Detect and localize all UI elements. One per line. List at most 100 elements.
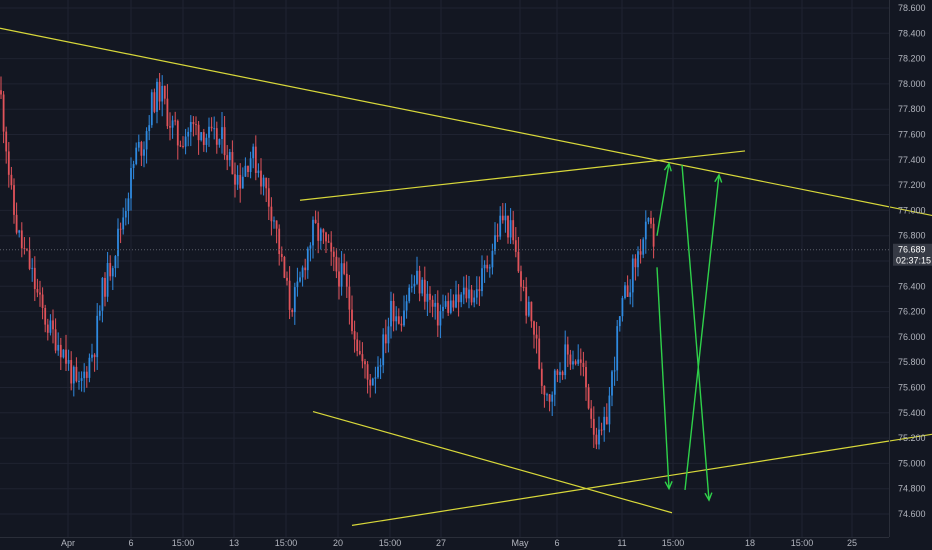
candle-body [525, 287, 528, 316]
candle [54, 318, 57, 354]
candle-body [296, 281, 299, 288]
candle-body [163, 85, 166, 99]
time-tick-label: 6 [554, 538, 559, 548]
candle-body [293, 287, 296, 313]
candle [470, 284, 473, 306]
candle [122, 207, 125, 235]
candle-body [67, 360, 70, 364]
candle [189, 115, 192, 147]
candle-body [592, 418, 595, 435]
candle [265, 177, 268, 202]
price-tick-label: 75.400 [898, 408, 926, 418]
candle-body [530, 301, 533, 322]
candle [228, 148, 231, 167]
candle [642, 237, 645, 259]
candle [384, 319, 387, 354]
candle-body [257, 170, 260, 173]
candle [52, 309, 54, 344]
candle [293, 282, 296, 325]
candle [249, 151, 252, 179]
arrowhead-icon [704, 492, 713, 502]
candle-body [80, 378, 83, 381]
candle [182, 136, 184, 149]
time-tick-label: May [511, 538, 529, 548]
candle-body [195, 124, 197, 126]
candle-body [117, 228, 119, 257]
candle [416, 256, 418, 286]
candle-body [514, 240, 517, 252]
candle [397, 308, 400, 325]
candle-body [314, 219, 317, 224]
price-tick-label: 74.600 [898, 509, 926, 519]
candle [540, 362, 543, 395]
price-tick-label: 75.200 [898, 433, 926, 443]
candle-body [522, 286, 525, 288]
candle-body [540, 368, 543, 386]
candle-body [130, 168, 132, 199]
candle-body [447, 301, 450, 313]
arrowhead-icon [663, 162, 672, 172]
candle-body [182, 145, 184, 147]
candle-body [153, 92, 156, 112]
candle [608, 387, 611, 433]
candle-body [533, 321, 535, 335]
candle-body [218, 139, 221, 145]
candle-body [213, 128, 216, 130]
time-axis[interactable]: Apr 6 15:00 13 15:00 20 15:00 27 May 6 11 15:00 18 15… [61, 538, 857, 548]
candle-body [205, 137, 208, 145]
price-tick-label: 78.200 [898, 54, 926, 64]
candle-body [299, 277, 301, 282]
candle [332, 246, 335, 272]
candle [462, 276, 465, 305]
candle-body [187, 131, 190, 137]
candle-body [319, 229, 322, 241]
candle-body [405, 301, 408, 311]
candle [70, 351, 73, 391]
price-tick-label: 77.400 [898, 155, 926, 165]
candle-body [501, 215, 504, 221]
candle [377, 356, 379, 379]
candle-body [98, 310, 101, 316]
candle-body [652, 223, 655, 247]
projection-arrow-up-1 [656, 162, 672, 236]
candle [223, 116, 226, 160]
candle-body [208, 126, 210, 138]
candle [20, 222, 23, 258]
candle-body [33, 267, 36, 290]
candle-body [174, 120, 177, 122]
candle-body [286, 277, 288, 281]
candle-body [288, 280, 291, 310]
candle-body [616, 326, 619, 371]
candle [444, 295, 447, 309]
candle-body [603, 416, 606, 431]
candle [585, 360, 587, 401]
candle [504, 203, 507, 233]
candle [148, 115, 151, 141]
candle [124, 198, 127, 226]
candle [104, 272, 106, 307]
candle-body [483, 264, 486, 269]
candle-body [322, 229, 325, 233]
candle [119, 222, 122, 244]
candle [306, 246, 309, 279]
candle-body [85, 371, 88, 378]
candle [161, 75, 164, 117]
candle-body [650, 217, 652, 224]
candle-body [642, 239, 645, 255]
candle-body [494, 235, 496, 251]
candle [624, 282, 626, 300]
price-tick-label: 77.200 [898, 180, 926, 190]
candle-body [444, 301, 447, 307]
candle-body [44, 307, 47, 325]
candle-body [283, 256, 286, 278]
candle [184, 128, 187, 155]
candle [176, 119, 179, 160]
projection-arrow-up-2 [684, 173, 723, 491]
candle [587, 383, 590, 410]
candle [197, 120, 200, 155]
candle [413, 275, 416, 295]
candle [137, 134, 140, 152]
price-tick-label: 78.600 [898, 3, 926, 13]
candle-body [561, 371, 564, 376]
